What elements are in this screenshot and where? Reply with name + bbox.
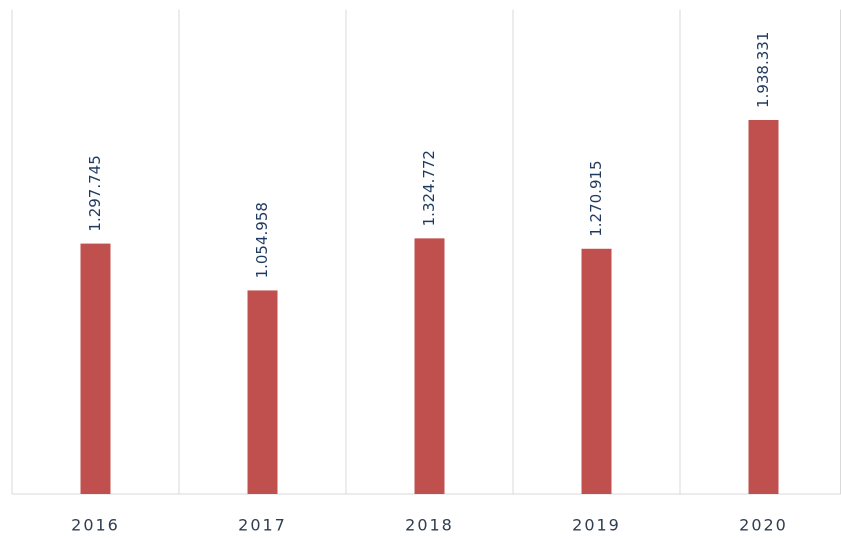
bar (80, 243, 111, 494)
bar (414, 238, 445, 494)
data-label: 1.297.745 (86, 155, 104, 231)
data-label: 1.324.772 (420, 150, 438, 226)
data-label: 1.270.915 (587, 160, 605, 236)
x-tick-label: 2016 (71, 516, 120, 535)
bar (247, 290, 278, 494)
data-label: 1.938.331 (754, 32, 772, 108)
x-tick-label: 2020 (739, 516, 788, 535)
x-tick-label: 2018 (405, 516, 454, 535)
data-label: 1.054.958 (253, 202, 271, 278)
bar (581, 248, 612, 494)
x-tick-label: 2017 (238, 516, 287, 535)
x-tick-label: 2019 (572, 516, 621, 535)
bar (748, 119, 779, 495)
